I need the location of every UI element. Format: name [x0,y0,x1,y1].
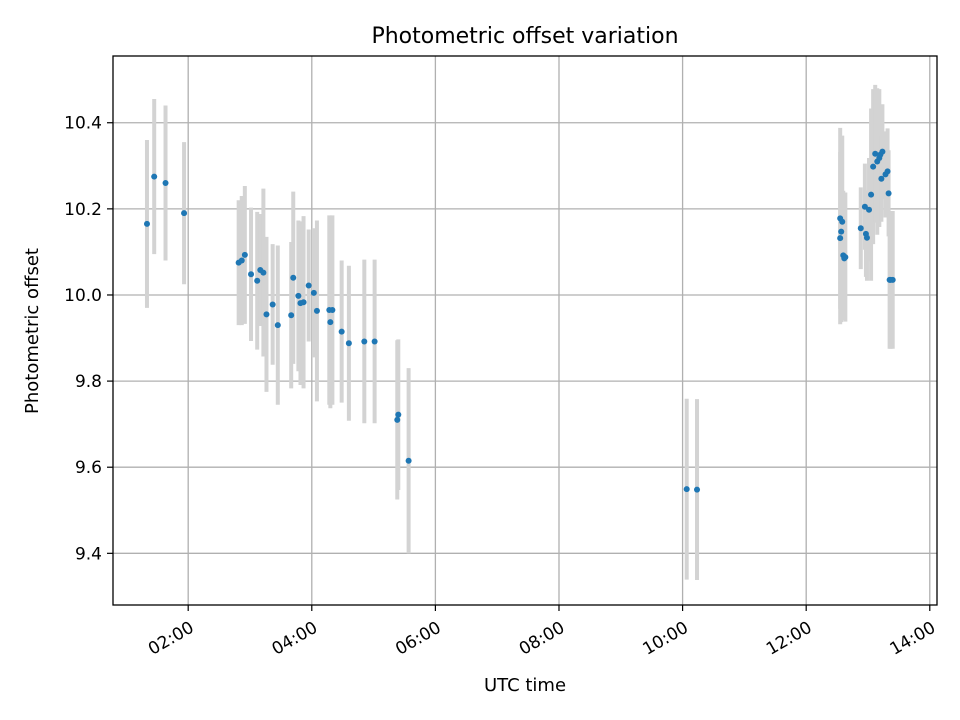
data-point [838,228,845,235]
data-point [181,210,188,217]
y-tick-label: 9.4 [75,544,102,564]
data-point [143,220,150,227]
chart-title: Photometric offset variation [371,24,678,49]
data-point [254,277,261,284]
data-point [371,338,378,345]
data-point [162,180,169,187]
data-point [238,257,245,264]
data-point [683,486,690,493]
data-point [313,307,320,314]
data-point [274,322,281,329]
y-tick-label: 9.6 [75,458,102,478]
y-axis-label: Photometric offset [22,248,43,414]
data-point [361,338,368,345]
data-point [870,163,877,170]
data-point [868,191,875,198]
data-point [327,319,334,326]
data-point [884,168,891,175]
data-point [288,312,295,319]
data-point [269,301,276,308]
data-point [263,311,270,318]
data-point [872,150,879,157]
data-point [885,190,892,197]
data-point [295,292,302,299]
data-point [863,234,870,241]
y-tick-label: 10.4 [64,114,102,134]
y-tick-label: 10.2 [64,200,102,220]
data-point [260,269,267,276]
data-point [151,173,158,180]
data-point [694,486,701,493]
data-point [879,148,886,155]
data-point [866,206,873,213]
data-point [310,289,317,296]
data-point [329,307,336,314]
x-axis-label: UTC time [484,675,566,696]
data-point [405,457,412,464]
data-point [842,254,849,261]
data-point [837,235,844,242]
data-point [878,175,885,182]
data-point [861,203,868,210]
data-point [857,225,864,232]
plot-frame [112,55,938,606]
data-point [345,340,352,347]
data-point [338,328,345,335]
point-layer [143,148,896,493]
y-tick-label: 9.8 [75,372,102,392]
data-point [300,299,307,306]
data-point [248,271,255,278]
data-point [394,416,401,423]
data-point [839,218,846,225]
y-tick-label: 10.0 [64,286,102,306]
data-point [889,276,896,283]
data-point [395,411,402,418]
data-point [305,282,312,289]
data-point [241,251,248,258]
data-point [290,274,297,281]
